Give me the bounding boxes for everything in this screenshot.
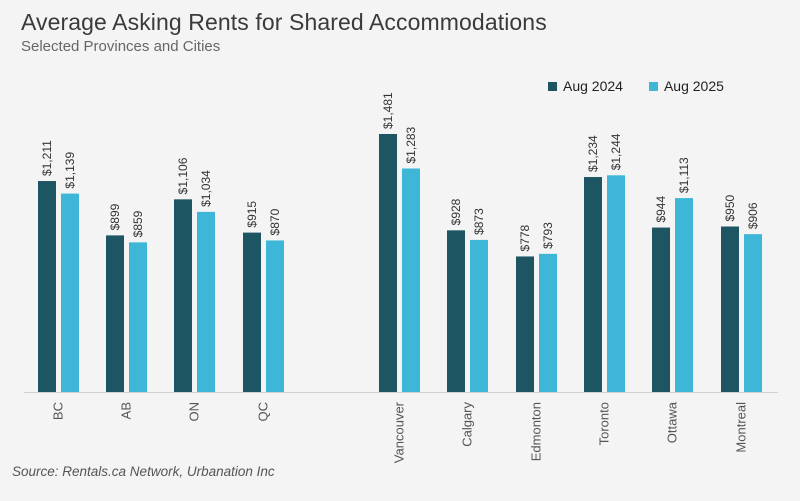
bar-ottawa-aug-2025 bbox=[675, 198, 693, 392]
chart-subtitle: Selected Provinces and Cities bbox=[21, 38, 221, 55]
bar-vancouver-aug-2025 bbox=[402, 168, 420, 392]
bar-ottawa-aug-2024 bbox=[652, 227, 670, 392]
bar-montreal-aug-2025 bbox=[744, 234, 762, 392]
data-label: $859 bbox=[131, 210, 145, 237]
bar-edmonton-aug-2024 bbox=[516, 256, 534, 392]
legend-item-aug-2025: Aug 2025 bbox=[648, 78, 724, 94]
data-label: $944 bbox=[654, 196, 668, 223]
data-label: $899 bbox=[108, 203, 122, 230]
x-tick-label: Edmonton bbox=[529, 402, 544, 461]
bar-bc-aug-2025 bbox=[61, 193, 79, 392]
data-label: $1,113 bbox=[677, 157, 691, 193]
data-label: $1,481 bbox=[381, 92, 395, 129]
bar-toronto-aug-2024 bbox=[584, 177, 602, 392]
legend-swatch-aug-2024 bbox=[548, 81, 557, 91]
bar-toronto-aug-2025 bbox=[607, 175, 625, 392]
data-label: $1,139 bbox=[63, 152, 77, 189]
x-tick-label: QC bbox=[256, 402, 271, 422]
bar-ab-aug-2025 bbox=[129, 242, 147, 392]
bar-ab-aug-2024 bbox=[106, 235, 124, 392]
data-label: $906 bbox=[746, 202, 760, 229]
bar-vancouver-aug-2024 bbox=[379, 134, 397, 392]
x-tick-label: Calgary bbox=[460, 402, 475, 447]
data-label: $1,106 bbox=[176, 157, 190, 194]
data-label: $793 bbox=[541, 222, 555, 249]
legend-item-aug-2024: Aug 2024 bbox=[548, 78, 623, 94]
data-label: $1,244 bbox=[609, 133, 623, 170]
data-label: $870 bbox=[268, 208, 282, 235]
bar-edmonton-aug-2025 bbox=[539, 253, 557, 392]
bar-on-aug-2024 bbox=[174, 199, 192, 392]
data-label: $1,034 bbox=[199, 170, 213, 207]
data-label: $928 bbox=[449, 198, 463, 225]
chart-title: Average Asking Rents for Shared Accommod… bbox=[21, 9, 547, 35]
data-label: $950 bbox=[723, 194, 737, 221]
x-tick-label: ON bbox=[187, 402, 202, 422]
data-label: $1,283 bbox=[404, 126, 418, 163]
bar-qc-aug-2025 bbox=[266, 240, 284, 392]
bar-calgary-aug-2025 bbox=[470, 239, 488, 392]
bar-qc-aug-2024 bbox=[243, 232, 261, 392]
legend-label-aug-2024: Aug 2024 bbox=[563, 78, 623, 94]
data-label: $1,234 bbox=[586, 135, 600, 172]
x-tick-label: AB bbox=[119, 402, 134, 419]
data-label: $873 bbox=[472, 208, 486, 235]
x-tick-label: BC bbox=[51, 402, 66, 420]
x-tick-label: Vancouver bbox=[392, 401, 407, 463]
bar-montreal-aug-2024 bbox=[721, 226, 739, 392]
source-note: Source: Rentals.ca Network, Urbanation I… bbox=[12, 464, 275, 479]
bar-bc-aug-2024 bbox=[38, 181, 56, 392]
legend-swatch-aug-2025 bbox=[648, 81, 658, 91]
legend-label-aug-2025: Aug 2025 bbox=[663, 78, 724, 94]
bar-calgary-aug-2024 bbox=[447, 230, 465, 392]
data-label: $915 bbox=[245, 201, 259, 228]
data-label: $1,211 bbox=[40, 140, 54, 176]
x-tick-label: Toronto bbox=[597, 402, 612, 445]
data-label: $778 bbox=[518, 224, 532, 251]
x-tick-label: Montreal bbox=[734, 402, 749, 453]
x-tick-label: Ottawa bbox=[665, 401, 680, 443]
bar-on-aug-2025 bbox=[197, 211, 215, 392]
legend: Aug 2024 Aug 2025 bbox=[548, 78, 724, 94]
